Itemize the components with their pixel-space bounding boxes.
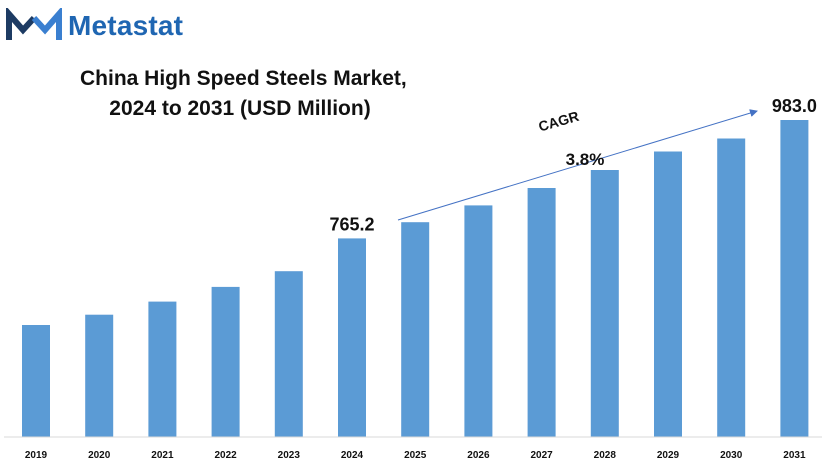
x-tick-label-2024: 2024 — [341, 450, 364, 461]
cagr-arrow — [397, 109, 758, 221]
bars-layer — [22, 120, 809, 437]
bar-2028 — [590, 170, 619, 437]
data-labels-layer: 765.2 983.0 — [329, 96, 816, 234]
bar-2023 — [274, 271, 303, 437]
x-tick-label-2022: 2022 — [214, 450, 237, 461]
bar-2021 — [148, 301, 177, 437]
bar-2019 — [22, 325, 50, 437]
x-tick-label-2027: 2027 — [530, 450, 553, 461]
x-tick-label-2019: 2019 — [25, 450, 48, 461]
bar-2030 — [717, 138, 746, 437]
bar-2031 — [780, 120, 809, 437]
chart-title-line-1: China High Speed Steels Market, — [80, 67, 407, 90]
x-axis-ticks: 2019 2020 2021 2022 2023 2024 2025 2026 2027 2028… — [25, 450, 806, 461]
bar-2026 — [464, 205, 493, 437]
chart-title: China High Speed Steels Market, 2024 to … — [80, 64, 407, 124]
x-tick-label-2021: 2021 — [151, 450, 174, 461]
chart-title-line-2: 2024 to 2031 (USD Million) — [109, 97, 371, 120]
metastat-m-logo-icon — [6, 8, 62, 40]
bar-2027 — [527, 188, 556, 437]
bar-2022 — [211, 286, 240, 437]
cagr-label: CAGR — [537, 108, 581, 135]
x-tick-label-2020: 2020 — [88, 450, 111, 461]
x-tick-label-2031: 2031 — [783, 450, 806, 461]
data-label-2024: 765.2 — [329, 214, 374, 234]
bar-2025 — [401, 222, 430, 437]
x-tick-label-2023: 2023 — [278, 450, 301, 461]
x-tick-label-2025: 2025 — [404, 450, 427, 461]
brand-logo: Metastat — [6, 6, 183, 46]
bar-2024 — [338, 238, 366, 437]
data-label-2031: 983.0 — [772, 96, 817, 116]
cagr-value: 3.8% — [566, 150, 605, 169]
x-tick-label-2028: 2028 — [594, 450, 617, 461]
x-tick-label-2026: 2026 — [467, 450, 490, 461]
bar-2020 — [85, 314, 114, 437]
brand-name: Metastat — [68, 10, 184, 41]
bar-2029 — [654, 151, 682, 437]
x-tick-label-2030: 2030 — [720, 450, 743, 461]
x-tick-label-2029: 2029 — [657, 450, 680, 461]
